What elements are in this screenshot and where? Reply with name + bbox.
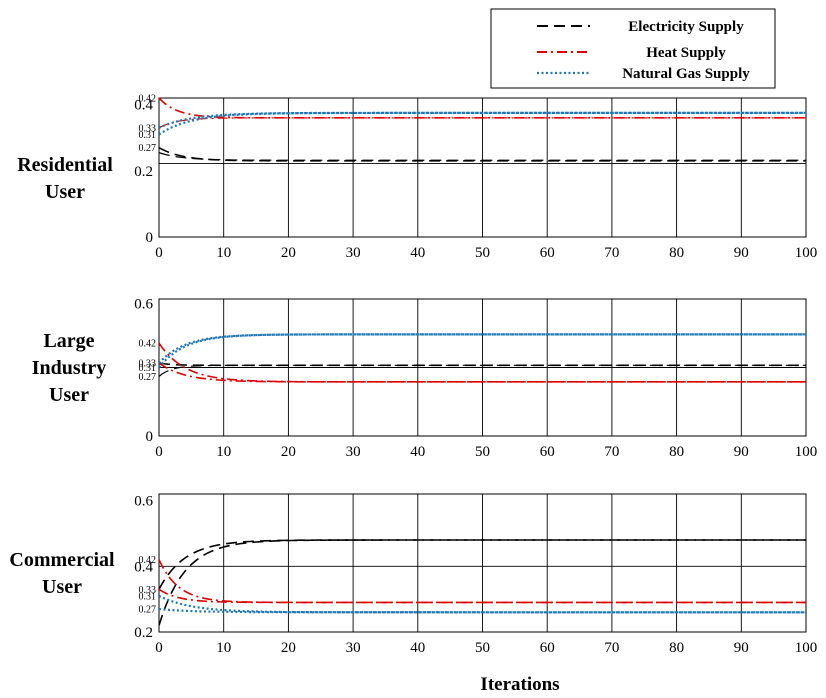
y-tick-label: 0 xyxy=(146,429,154,445)
legend: Electricity Supply Heat Supply Natural Gas… xyxy=(490,8,776,89)
row-label-line: User xyxy=(49,384,89,406)
y-tick-label: 0 xyxy=(146,230,154,246)
series-line-dashed xyxy=(159,152,806,161)
panel-3: Commercial User 0 10 20 30 40 50 60 70 80 90 100 0.2 0… xyxy=(9,493,818,656)
series-line-dotted xyxy=(159,111,806,129)
series-line-dashdot xyxy=(159,362,806,383)
x-tick-label: 10 xyxy=(216,640,231,656)
legend-label: Electricity Supply xyxy=(628,19,744,35)
x-tick-label: 90 xyxy=(734,245,749,261)
legend-label: Heat Supply xyxy=(646,45,726,61)
y-minor-tick-label: 0.33 xyxy=(139,585,157,596)
x-tick-label: 70 xyxy=(604,444,619,460)
y-minor-tick-label: 0.31 xyxy=(139,363,157,374)
x-tick-label: 80 xyxy=(669,444,684,460)
x-tick-label: 60 xyxy=(540,245,555,261)
axes-frame xyxy=(158,493,807,633)
x-tick-label: 100 xyxy=(795,245,818,261)
x-tick-label: 80 xyxy=(669,245,684,261)
row-label-line: User xyxy=(45,181,85,203)
series-line-dotted xyxy=(159,594,806,614)
legend-box xyxy=(490,8,776,89)
axes-frame xyxy=(158,97,807,238)
x-tick-label: 10 xyxy=(216,245,231,261)
x-tick-label: 20 xyxy=(281,245,296,261)
x-tick-label: 50 xyxy=(475,245,490,261)
y-minor-tick-label: 0.33 xyxy=(139,123,157,134)
x-tick-label: 60 xyxy=(540,640,555,656)
row-label-line: Commercial xyxy=(9,549,115,571)
y-tick-label: 0.4 xyxy=(134,559,153,575)
x-tick-label: 100 xyxy=(795,640,818,656)
x-tick-label: 60 xyxy=(540,444,555,460)
legend-label: Natural Gas Supply xyxy=(622,66,750,82)
x-tick-label: 30 xyxy=(346,640,361,656)
x-tick-label: 0 xyxy=(155,245,163,261)
x-tick-label: 0 xyxy=(155,640,163,656)
x-tick-label: 20 xyxy=(281,640,296,656)
y-minor-tick-label: 0.33 xyxy=(139,359,157,370)
y-minor-tick-label: 0.31 xyxy=(139,130,157,141)
y-tick-label: 0.2 xyxy=(134,625,153,641)
y-minor-tick-label: 0.27 xyxy=(139,143,157,154)
row-label-line: Large xyxy=(43,330,94,352)
x-tick-label: 90 xyxy=(734,640,749,656)
x-tick-label: 0 xyxy=(155,444,163,460)
series-line-dashdot xyxy=(159,117,806,129)
panel-2: Large Industry User 0 10 20 30 40 50 60 70 80 90 100 0… xyxy=(32,296,817,460)
series-line-dashdot xyxy=(159,588,806,604)
series-line-dotted xyxy=(159,333,806,364)
series-line-dashed xyxy=(159,146,806,162)
series-line-dashed xyxy=(159,539,806,626)
y-tick-label: 0.2 xyxy=(134,164,153,180)
y-tick-label: 0.6 xyxy=(134,494,153,510)
y-minor-tick-label: 0.42 xyxy=(139,555,157,566)
x-tick-label: 40 xyxy=(410,245,425,261)
x-axis-title: Iterations xyxy=(480,674,559,695)
y-minor-tick-label: 0.31 xyxy=(139,591,157,602)
x-tick-label: 100 xyxy=(795,444,818,460)
x-tick-label: 10 xyxy=(216,444,231,460)
x-tick-label: 50 xyxy=(475,444,490,460)
x-tick-label: 70 xyxy=(604,640,619,656)
x-tick-label: 80 xyxy=(669,640,684,656)
x-tick-label: 40 xyxy=(410,444,425,460)
panel-1: Residential User 0 10 20 30 40 50 60 70 80 90 100 0 0.… xyxy=(17,94,817,262)
y-tick-label: 0.4 xyxy=(134,98,153,114)
x-tick-label: 70 xyxy=(604,245,619,261)
x-tick-label: 90 xyxy=(734,444,749,460)
x-tick-label: 30 xyxy=(346,245,361,261)
x-tick-label: 50 xyxy=(475,640,490,656)
row-label-line: User xyxy=(42,576,82,598)
y-minor-tick-label: 0.42 xyxy=(139,339,157,350)
row-label-line: Industry xyxy=(32,357,106,379)
row-label-line: Residential xyxy=(17,154,113,176)
x-tick-label: 30 xyxy=(346,444,361,460)
y-tick-label: 0.6 xyxy=(134,296,153,312)
y-minor-tick-label: 0.27 xyxy=(139,605,157,616)
series-line-dashed xyxy=(159,364,806,377)
x-tick-label: 40 xyxy=(410,640,425,656)
y-minor-tick-label: 0.27 xyxy=(139,372,157,383)
x-tick-label: 20 xyxy=(281,444,296,460)
y-minor-tick-label: 0.42 xyxy=(139,94,157,105)
